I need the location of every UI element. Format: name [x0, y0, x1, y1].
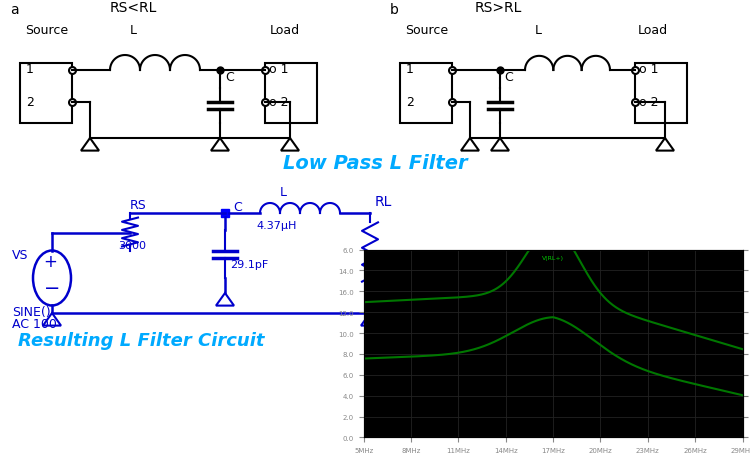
Text: C: C: [225, 71, 234, 84]
Text: 1: 1: [26, 63, 34, 76]
Text: Load: Load: [270, 24, 300, 37]
Text: +: +: [43, 252, 57, 270]
Text: Load: Load: [638, 24, 668, 37]
Text: 2: 2: [406, 96, 414, 109]
Bar: [635, 64, 687, 124]
Bar: [400, 64, 452, 124]
Text: −: −: [44, 278, 60, 297]
Text: 1: 1: [406, 63, 414, 76]
Text: Low Pass L Filter: Low Pass L Filter: [283, 154, 467, 173]
Bar: [265, 64, 317, 124]
Text: 2: 2: [26, 96, 34, 109]
Text: o 2: o 2: [639, 96, 658, 109]
Text: L: L: [130, 24, 137, 37]
Text: V(RL+): V(RL+): [542, 256, 564, 261]
Text: RL: RL: [375, 194, 392, 208]
Bar: [20, 64, 72, 124]
Text: RS>RL: RS>RL: [475, 1, 522, 15]
Text: RS<RL: RS<RL: [110, 1, 158, 15]
Text: Resulting L Filter Circuit: Resulting L Filter Circuit: [18, 332, 265, 349]
Text: 29.1pF: 29.1pF: [230, 259, 268, 269]
Text: Source: Source: [405, 24, 448, 37]
Text: 4.37μH: 4.37μH: [256, 220, 296, 231]
Text: RS: RS: [130, 199, 147, 212]
Text: AC 100: AC 100: [12, 317, 57, 330]
Text: VS: VS: [12, 249, 28, 262]
Bar: [221, 210, 229, 218]
Text: L: L: [280, 186, 287, 199]
Text: 3000: 3000: [118, 240, 146, 250]
Text: o 1: o 1: [639, 63, 658, 76]
Text: SINE(): SINE(): [12, 305, 51, 319]
Text: a: a: [10, 3, 19, 17]
Text: Source: Source: [25, 24, 68, 37]
Text: o 1: o 1: [269, 63, 289, 76]
Text: b: b: [390, 3, 399, 17]
Text: L Filter Frequency Response: L Filter Frequency Response: [430, 332, 716, 349]
Text: L: L: [535, 24, 542, 37]
Text: C: C: [504, 71, 513, 84]
Text: 50: 50: [375, 295, 391, 308]
Text: o 2: o 2: [269, 96, 289, 109]
Text: C: C: [233, 200, 242, 213]
